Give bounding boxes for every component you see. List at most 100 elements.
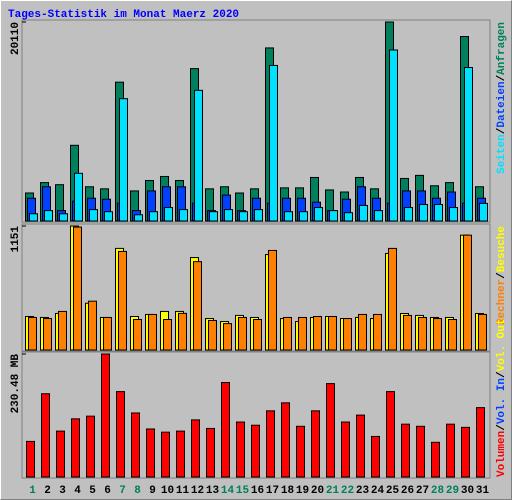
x-tick-label: 15 bbox=[236, 485, 250, 497]
bar bbox=[298, 316, 307, 351]
bar bbox=[116, 391, 125, 478]
bar bbox=[164, 207, 173, 222]
bar bbox=[101, 353, 110, 478]
bar bbox=[329, 210, 338, 222]
bar bbox=[149, 211, 158, 222]
bar bbox=[401, 423, 410, 478]
x-tick-label: 2 bbox=[44, 485, 51, 497]
bar bbox=[26, 440, 35, 478]
bar bbox=[119, 98, 128, 222]
x-tick-label: 10 bbox=[161, 485, 174, 497]
bar bbox=[419, 203, 428, 222]
bar bbox=[163, 319, 172, 351]
bar bbox=[88, 300, 97, 351]
x-tick-label: 8 bbox=[134, 485, 141, 497]
bar bbox=[161, 431, 170, 478]
x-tick-label: 26 bbox=[401, 485, 414, 497]
bar bbox=[269, 64, 278, 222]
bar bbox=[179, 209, 188, 222]
bar bbox=[236, 421, 245, 478]
bar bbox=[326, 383, 335, 478]
bar bbox=[299, 211, 308, 222]
bar bbox=[239, 211, 248, 222]
bar bbox=[44, 210, 53, 222]
bar bbox=[103, 316, 112, 351]
bar bbox=[358, 313, 367, 351]
bar bbox=[374, 210, 383, 222]
bar bbox=[59, 213, 68, 222]
bar bbox=[146, 428, 155, 478]
bar bbox=[449, 207, 458, 222]
legend-separator: / bbox=[496, 127, 508, 134]
bar bbox=[254, 209, 263, 222]
bar bbox=[221, 382, 230, 478]
bar bbox=[191, 419, 200, 478]
bar bbox=[56, 430, 65, 478]
bar bbox=[224, 209, 233, 222]
legend: Volumen/Vol. In/Vol. Out bbox=[496, 319, 508, 477]
bar bbox=[418, 316, 427, 351]
bar bbox=[328, 315, 337, 351]
bar bbox=[314, 207, 323, 222]
legend-entry: Vol. In bbox=[496, 378, 508, 424]
y-tick-label: 1151 bbox=[10, 226, 22, 253]
legend-entry: Vol. Out bbox=[496, 319, 508, 372]
bar bbox=[118, 250, 127, 351]
bar bbox=[341, 421, 350, 478]
bar bbox=[388, 247, 397, 351]
panel bbox=[21, 19, 491, 223]
x-tick-label: 9 bbox=[149, 485, 156, 497]
bar bbox=[71, 418, 80, 478]
legend-separator: / bbox=[496, 272, 508, 279]
x-tick-label: 28 bbox=[431, 485, 445, 497]
x-tick-label: 27 bbox=[416, 485, 429, 497]
bar bbox=[461, 426, 470, 478]
x-tick-label: 16 bbox=[251, 485, 264, 497]
bar bbox=[296, 425, 305, 478]
bar bbox=[133, 319, 142, 351]
legend-entry: Volumen bbox=[496, 431, 508, 477]
bar bbox=[403, 314, 412, 351]
bar bbox=[238, 316, 247, 351]
bar bbox=[176, 430, 185, 478]
bar bbox=[28, 316, 37, 351]
legend-entry: Besuche bbox=[496, 226, 508, 273]
legend-separator: / bbox=[496, 371, 508, 378]
legend-separator: / bbox=[496, 424, 508, 431]
bar bbox=[148, 313, 157, 351]
bar bbox=[284, 211, 293, 222]
bar bbox=[476, 407, 485, 478]
bar bbox=[281, 402, 290, 478]
bar bbox=[386, 391, 395, 478]
x-tick-label: 20 bbox=[311, 485, 324, 497]
x-tick-label: 12 bbox=[191, 485, 204, 497]
x-tick-label: 31 bbox=[476, 485, 490, 497]
bar bbox=[448, 319, 457, 351]
x-tick-label: 30 bbox=[461, 485, 474, 497]
x-tick-label: 24 bbox=[371, 485, 385, 497]
x-tick-label: 22 bbox=[341, 485, 354, 497]
x-tick-label: 29 bbox=[446, 485, 459, 497]
x-tick-label: 11 bbox=[176, 485, 190, 497]
bar bbox=[434, 203, 443, 222]
bar bbox=[268, 249, 277, 351]
x-tick-label: 1 bbox=[29, 485, 36, 497]
legend-entry: Anfragen bbox=[496, 22, 508, 75]
bar bbox=[356, 414, 365, 478]
x-tick-label: 19 bbox=[296, 485, 309, 497]
legend: Seiten/Dateien/Anfragen bbox=[496, 22, 508, 174]
bar bbox=[344, 212, 353, 222]
bar bbox=[73, 226, 82, 351]
bar bbox=[464, 67, 473, 222]
bar bbox=[431, 441, 440, 478]
bar bbox=[313, 315, 322, 351]
bar bbox=[416, 425, 425, 478]
bar bbox=[433, 318, 442, 351]
bar bbox=[194, 89, 203, 222]
bar bbox=[209, 211, 218, 222]
bar bbox=[41, 393, 50, 478]
legend-separator: / bbox=[496, 74, 508, 81]
bar bbox=[311, 410, 320, 478]
bar bbox=[371, 435, 380, 478]
